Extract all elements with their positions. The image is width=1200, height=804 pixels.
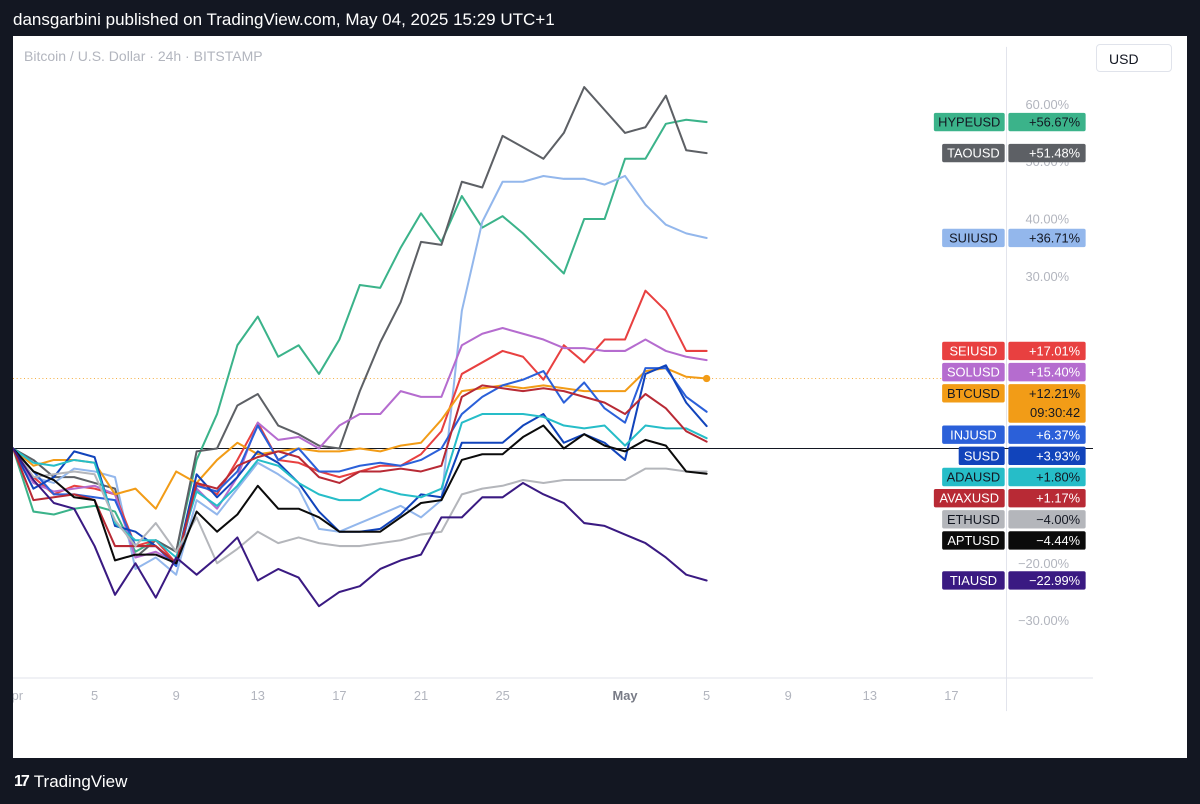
tradingview-logo-icon: 17	[14, 773, 30, 790]
series-value-label: +56.67%	[1029, 115, 1080, 130]
series-name-tag[interactable]	[958, 446, 1005, 466]
series-name-tag[interactable]	[942, 531, 1005, 550]
series-value-label: +15.40%	[1029, 365, 1080, 380]
series-value-tag[interactable]	[1008, 384, 1086, 423]
series-line-tiausd[interactable]	[13, 447, 708, 608]
series-name-tag[interactable]	[942, 228, 1005, 248]
series-value-label: +17.01%	[1029, 344, 1080, 359]
series-value-tag[interactable]	[1008, 571, 1086, 590]
x-tick-label: Apr	[13, 688, 24, 703]
series-line-ethusd[interactable]	[13, 447, 708, 565]
series-name-tag[interactable]	[933, 112, 1005, 132]
x-tick-label: 13	[251, 688, 265, 703]
series-name-label: HYPEUSD	[938, 115, 1000, 130]
x-tick-label: 5	[91, 688, 98, 703]
series-value-tag[interactable]	[1008, 362, 1086, 382]
series-line-aptusd[interactable]	[13, 424, 708, 565]
series-name-label: TIAUSD	[950, 573, 997, 588]
series-name-label: SOLUSD	[947, 365, 1000, 380]
series-value-label: +51.48%	[1029, 146, 1080, 161]
series-line-injusd[interactable]	[13, 367, 708, 568]
series-value-tag[interactable]	[1008, 531, 1086, 550]
chart-title: Bitcoin / U.S. Dollar · 24h · BITSTAMP	[24, 48, 263, 64]
series-value-label: +36.71%	[1029, 231, 1080, 246]
series-name-label: INJUSD	[950, 427, 996, 442]
x-tick-label: 5	[703, 688, 710, 703]
series-name-label: TAOUSD	[947, 146, 1000, 161]
x-tick-label: 17	[332, 688, 346, 703]
series-value-tag[interactable]	[1008, 510, 1086, 529]
y-tick-label: 30.00%	[1025, 269, 1069, 284]
y-tick-label: 40.00%	[1025, 212, 1069, 227]
x-tick-label: 9	[785, 688, 792, 703]
brand-text: TradingView	[33, 772, 128, 791]
series-value-label: +12.21%	[1029, 386, 1080, 401]
series-value-label: +1.17%	[1036, 491, 1080, 506]
btc-last-point	[702, 374, 711, 383]
series-name-label: AVAXUSD	[939, 491, 999, 506]
series-name-label: ADAUSD	[947, 470, 1001, 485]
series-name-tag[interactable]	[942, 341, 1005, 361]
series-value-label: +1.80%	[1036, 470, 1080, 485]
chart-frame: 60.00%50.00%40.00%30.00%−20.00%−30.00%Ap…	[13, 36, 1187, 758]
currency-button[interactable]: USD	[1096, 44, 1172, 72]
series-name-tag[interactable]	[942, 510, 1005, 529]
x-tick-label: 17	[944, 688, 958, 703]
series-name-tag[interactable]	[942, 362, 1005, 382]
series-value-tag[interactable]	[1008, 143, 1086, 163]
series-name-label: ETHUSD	[947, 512, 1000, 527]
x-tick-label: 9	[173, 688, 180, 703]
x-tick-label: 13	[863, 688, 877, 703]
tradingview-logo[interactable]: 17 TradingView	[14, 772, 127, 792]
series-line-adausd[interactable]	[13, 413, 708, 559]
series-name-label: APTUSD	[947, 533, 999, 548]
series-line-susd[interactable]	[13, 364, 708, 565]
series-value-tag[interactable]	[1008, 446, 1086, 466]
series-name-tag[interactable]	[942, 425, 1005, 444]
series-name-label: BTCUSD	[947, 386, 1000, 401]
series-name-tag[interactable]	[942, 571, 1005, 590]
chart-svg[interactable]: 60.00%50.00%40.00%30.00%−20.00%−30.00%Ap…	[13, 36, 1093, 722]
series-value-label: +3.93%	[1036, 448, 1080, 463]
series-value-tag[interactable]	[1008, 112, 1086, 132]
publisher-bar: dansgarbini published on TradingView.com…	[0, 0, 1200, 36]
x-tick-label: 21	[414, 688, 428, 703]
series-value-label: +6.37%	[1036, 427, 1080, 442]
series-name-label: SUIUSD	[949, 231, 998, 246]
y-tick-label: 60.00%	[1025, 97, 1069, 112]
y-tick-label: −30.00%	[1018, 613, 1069, 628]
series-name-tag[interactable]	[942, 467, 1005, 487]
series-value-tag[interactable]	[1008, 228, 1086, 248]
y-tick-label: −20.00%	[1018, 556, 1069, 571]
series-value-label: −4.00%	[1036, 512, 1080, 527]
series-value-label: −4.44%	[1036, 533, 1080, 548]
series-name-tag[interactable]	[942, 384, 1005, 403]
x-tick-label: May	[613, 688, 639, 703]
footer: 17 TradingView	[0, 758, 1200, 804]
series-line-solusd[interactable]	[13, 327, 708, 565]
series-line-avaxusd[interactable]	[13, 384, 708, 565]
countdown-label: 09:30:42	[1030, 405, 1080, 420]
series-name-tag[interactable]	[942, 143, 1005, 163]
series-name-tag[interactable]	[933, 488, 1005, 508]
series-value-tag[interactable]	[1008, 425, 1086, 444]
series-name-label: SEIUSD	[949, 344, 997, 359]
series-value-tag[interactable]	[1008, 488, 1086, 508]
series-value-label: −22.99%	[1029, 573, 1080, 588]
x-tick-label: 25	[495, 688, 509, 703]
series-value-tag[interactable]	[1008, 341, 1086, 361]
publisher-text: dansgarbini published on TradingView.com…	[13, 10, 555, 29]
series-name-label: SUSD	[964, 448, 1000, 463]
series-value-tag[interactable]	[1008, 467, 1086, 487]
